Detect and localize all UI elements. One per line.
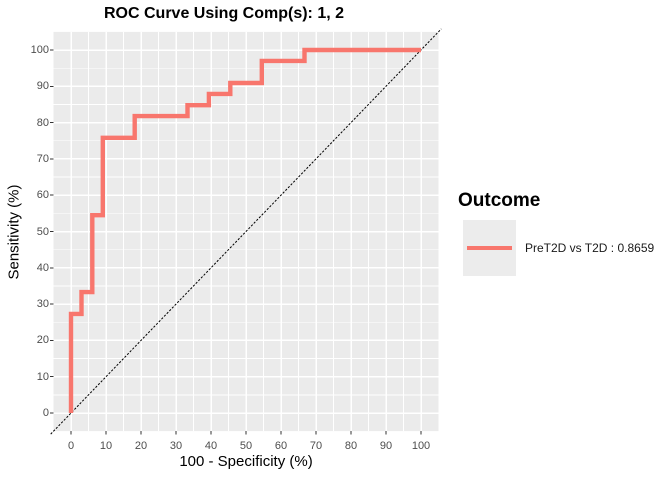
y-tick-label: 40 bbox=[36, 261, 49, 274]
x-axis-title: 100 - Specificity (%) bbox=[179, 453, 313, 470]
y-tick-label: 30 bbox=[36, 298, 49, 311]
legend-key-line-icon bbox=[467, 245, 512, 251]
x-tick-label: 30 bbox=[169, 440, 183, 452]
x-tick-label: 10 bbox=[99, 440, 113, 452]
y-tick-label: 80 bbox=[36, 116, 49, 129]
legend-item-label: PreT2D vs T2D : 0.8659 bbox=[525, 241, 655, 255]
x-tick-label: 70 bbox=[309, 440, 323, 452]
legend-item: PreT2D vs T2D : 0.8659 bbox=[463, 220, 654, 276]
x-tick-label: 100 bbox=[411, 440, 431, 452]
diagonal-reference-line bbox=[50, 28, 442, 435]
x-tick-label: 0 bbox=[67, 440, 75, 452]
legend: Outcome PreT2D vs T2D : 0.8659 bbox=[458, 190, 654, 276]
x-tick-label: 80 bbox=[344, 440, 358, 452]
y-tick-label: 20 bbox=[36, 334, 49, 347]
x-tick-label: 60 bbox=[274, 440, 288, 452]
legend-key-box bbox=[463, 220, 516, 276]
x-tick-label: 20 bbox=[134, 440, 148, 452]
y-tick-label: 100 bbox=[30, 44, 49, 56]
y-tick-label: 70 bbox=[36, 152, 49, 165]
y-tick-label: 50 bbox=[36, 225, 49, 238]
y-tick-label: 90 bbox=[36, 80, 49, 93]
roc-curve bbox=[68, 47, 421, 413]
y-tick-label: 60 bbox=[36, 189, 49, 202]
x-tick-label: 40 bbox=[204, 440, 218, 452]
x-tick-label: 50 bbox=[239, 440, 253, 452]
plot-title: ROC Curve Using Comp(s): 1, 2 bbox=[103, 5, 345, 22]
y-tick-label: 0 bbox=[42, 407, 49, 419]
y-tick-label: 10 bbox=[36, 370, 49, 383]
legend-title: Outcome bbox=[458, 190, 541, 211]
x-tick-label: 90 bbox=[379, 440, 393, 452]
y-axis-title: Sensitivity (%) bbox=[5, 184, 23, 280]
